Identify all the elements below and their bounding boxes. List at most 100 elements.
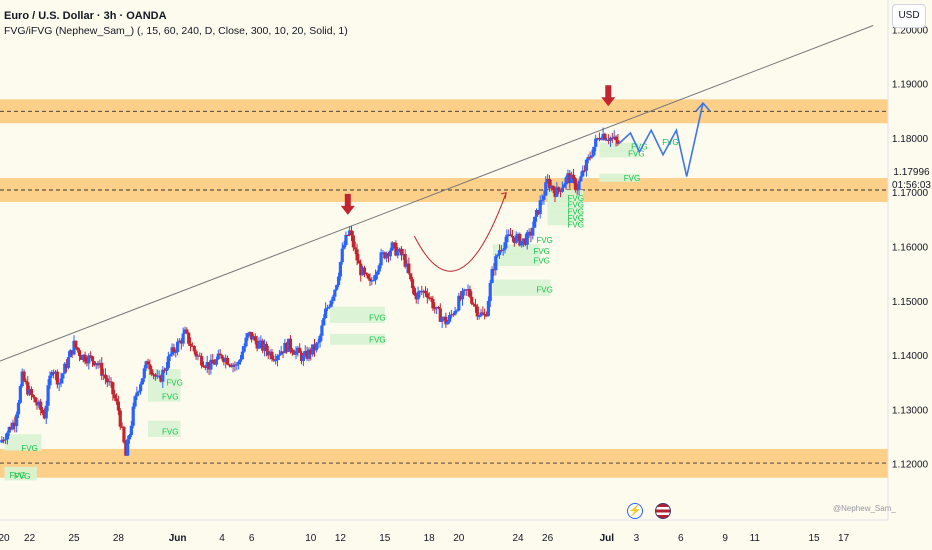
candle-body — [361, 267, 365, 276]
candle-body — [209, 359, 213, 370]
lightning-icon[interactable]: ⚡ — [627, 503, 643, 519]
candle-body — [33, 397, 37, 403]
candle-body — [0, 439, 4, 443]
candle-body — [396, 251, 400, 256]
candle-body — [227, 364, 231, 366]
fvg-box — [547, 197, 584, 207]
candle-body — [436, 306, 441, 309]
candle-body — [538, 200, 542, 215]
candle-body — [601, 133, 605, 139]
indicator-legend[interactable]: FVG/iFVG (Nephew_Sam_) (, 15, 60, 240, D… — [4, 25, 348, 37]
candle-body — [521, 238, 526, 242]
fvg-label: FVG — [536, 236, 552, 245]
candle-body — [157, 375, 161, 377]
candle-body — [462, 289, 466, 291]
candle-body — [114, 398, 119, 402]
candle-body — [272, 359, 276, 361]
candle-body — [79, 356, 83, 360]
candle-body — [429, 297, 433, 300]
time-tick-label: 10 — [305, 533, 317, 544]
candle-body — [89, 355, 93, 357]
candle-body — [420, 291, 424, 293]
candle-body — [608, 137, 613, 141]
candle-body — [438, 308, 442, 322]
candle-body — [451, 314, 455, 316]
candle-body — [509, 234, 513, 237]
candle-body — [268, 351, 272, 356]
candle-body — [351, 235, 355, 248]
candle-body — [316, 342, 320, 344]
candle-body — [479, 312, 483, 316]
time-tick-label: Jun — [169, 533, 187, 544]
candle-body — [259, 340, 263, 343]
candle-body — [505, 234, 509, 243]
candle-body — [281, 351, 285, 354]
candle-body — [253, 336, 257, 341]
time-tick-label: 18 — [424, 533, 436, 544]
candle-body — [577, 181, 581, 191]
candle-body — [407, 263, 411, 274]
fvg-label: FVG — [567, 201, 583, 210]
candle-body — [124, 442, 128, 456]
candle-body — [507, 234, 511, 236]
candle-body — [527, 231, 531, 233]
time-tick-label: 15 — [379, 533, 391, 544]
candle-body — [331, 296, 335, 301]
candle-body — [425, 293, 429, 298]
time-tick-label: 6 — [249, 533, 255, 544]
candle-body — [370, 280, 374, 282]
projection-path — [618, 102, 704, 177]
candle-body — [303, 350, 307, 356]
candle-body — [553, 190, 557, 197]
candle-body — [394, 243, 398, 256]
candle-body — [109, 381, 113, 383]
candle-body — [85, 361, 89, 364]
candle-body — [353, 247, 357, 250]
candle-body — [142, 368, 146, 379]
fvg-box — [330, 306, 385, 323]
bar-countdown: 01:56:03 — [892, 180, 931, 191]
candle-body — [231, 364, 235, 367]
candle-body — [5, 432, 9, 440]
candle-body — [22, 371, 26, 381]
candle-body — [35, 402, 39, 406]
candle-body — [233, 364, 237, 366]
time-tick-label: 20 — [453, 533, 465, 544]
candle-body — [390, 242, 394, 251]
candle-body — [529, 231, 533, 236]
candle-body — [283, 343, 287, 354]
fvg-box — [492, 279, 551, 296]
candle-body — [13, 422, 17, 427]
price-tick-label: 1.18000 — [892, 134, 929, 145]
currency-button[interactable]: USD — [892, 4, 926, 28]
candle-body — [464, 289, 468, 291]
fvg-label: FVG — [567, 221, 583, 230]
candle-body — [122, 427, 126, 443]
candle-body — [551, 185, 555, 191]
candle-body — [151, 374, 156, 376]
candle-body — [455, 310, 459, 312]
time-tick-label: 20 — [0, 533, 10, 544]
candle-body — [612, 136, 616, 139]
fvg-label: FVG — [162, 428, 178, 437]
candle-body — [240, 351, 244, 360]
candle-body — [355, 249, 359, 261]
candle-body — [318, 335, 322, 343]
candle-body — [555, 187, 559, 197]
candle-body — [9, 426, 13, 430]
candle-body — [220, 355, 224, 359]
candle-body — [74, 340, 78, 348]
fvg-box — [547, 211, 584, 220]
candle-body — [290, 349, 294, 353]
candle-body — [279, 351, 283, 355]
us-flag-icon[interactable] — [655, 503, 671, 519]
last-price: 1.17996 — [893, 167, 930, 178]
candle-body — [327, 306, 331, 308]
candle-body — [446, 321, 450, 325]
candle-body — [385, 253, 389, 259]
time-tick-label: 17 — [838, 533, 850, 544]
candle-body — [336, 276, 341, 286]
candle-body — [412, 288, 416, 296]
candle-body — [44, 405, 48, 419]
